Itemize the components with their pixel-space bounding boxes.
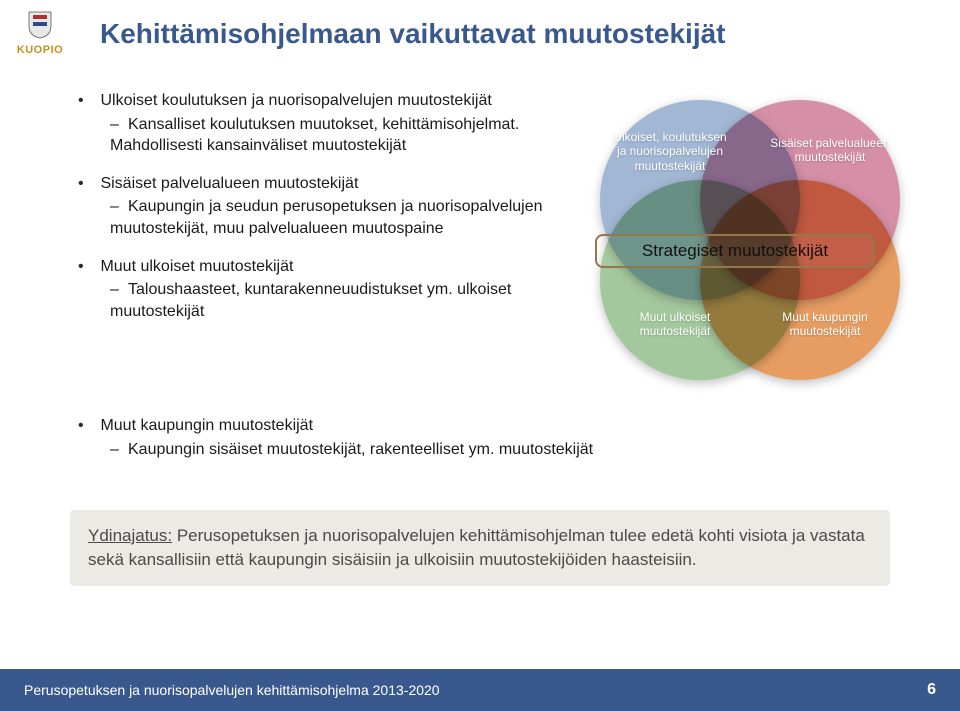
core-idea-box: Ydinajatus: Perusopetuksen ja nuorisopal… bbox=[70, 510, 890, 586]
list-item: Muut ulkoiset muutostekijät Taloushaaste… bbox=[80, 256, 550, 323]
venn-label-3: Muut ulkoiset muutostekijät bbox=[615, 310, 735, 339]
core-idea-label: Ydinajatus: bbox=[88, 526, 172, 545]
venn-label-1: Ulkoiset, koulutuksen ja nuorisopalveluj… bbox=[610, 130, 730, 173]
footer-text: Perusopetuksen ja nuorisopalvelujen kehi… bbox=[24, 682, 440, 698]
venn-circle-bottom-right bbox=[700, 180, 900, 380]
logo-text: KUOPIO bbox=[10, 44, 70, 56]
bullet-text: Muut ulkoiset muutostekijät bbox=[100, 258, 293, 275]
list-sub-item: Kansalliset koulutuksen muutokset, kehit… bbox=[110, 114, 550, 157]
footer: Perusopetuksen ja nuorisopalvelujen kehi… bbox=[0, 669, 960, 711]
bullet-text: Muut kaupungin muutostekijät bbox=[100, 417, 313, 434]
venn-label-2: Sisäiset palvelualueen muutostekijät bbox=[770, 136, 890, 165]
bullet-list-full: Muut kaupungin muutostekijät Kaupungin s… bbox=[80, 415, 910, 476]
list-item: Muut kaupungin muutostekijät Kaupungin s… bbox=[80, 415, 910, 460]
page-number: 6 bbox=[927, 681, 936, 699]
venn-label-4: Muut kaupungin muutostekijät bbox=[765, 310, 885, 339]
list-item: Sisäiset palvelualueen muutostekijät Kau… bbox=[80, 173, 550, 240]
bullet-list-left: Ulkoiset koulutuksen ja nuorisopalveluje… bbox=[80, 90, 550, 338]
list-sub-item: Kaupungin ja seudun perusopetuksen ja nu… bbox=[110, 196, 550, 239]
list-item: Ulkoiset koulutuksen ja nuorisopalveluje… bbox=[80, 90, 550, 157]
page-title: Kehittämisohjelmaan vaikuttavat muutoste… bbox=[100, 18, 726, 50]
core-idea-text: Perusopetuksen ja nuorisopalvelujen kehi… bbox=[88, 526, 865, 569]
shield-icon bbox=[25, 10, 55, 40]
venn-center-box: Strategiset muutostekijät bbox=[595, 234, 875, 268]
logo: KUOPIO bbox=[10, 10, 70, 56]
bullet-text: Ulkoiset koulutuksen ja nuorisopalveluje… bbox=[100, 92, 491, 109]
list-sub-item: Taloushaasteet, kuntarakenneuudistukset … bbox=[110, 279, 550, 322]
bullet-text: Sisäiset palvelualueen muutostekijät bbox=[100, 175, 358, 192]
list-sub-item: Kaupungin sisäiset muutostekijät, rakent… bbox=[110, 439, 910, 461]
